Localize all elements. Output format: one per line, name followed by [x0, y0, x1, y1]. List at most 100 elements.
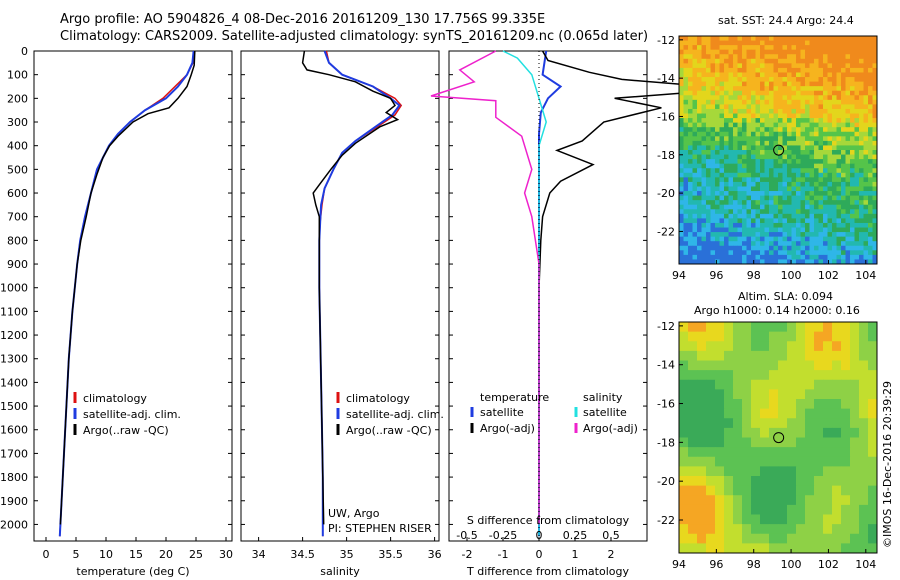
sst-cell	[751, 250, 756, 256]
sst-cell	[814, 150, 819, 155]
sst-cell	[782, 236, 788, 242]
sla-cell	[850, 524, 860, 535]
sst-cell	[782, 154, 788, 160]
sst-cell	[859, 172, 864, 178]
sst-cell	[764, 122, 770, 128]
sla-cell	[859, 524, 869, 535]
sla-cell	[697, 504, 707, 515]
sst-cell	[800, 108, 806, 114]
sst-cell	[688, 150, 693, 155]
sst-cell	[683, 163, 689, 169]
sst-cell	[706, 236, 711, 242]
sst-cell	[868, 113, 873, 119]
sst-cell	[724, 118, 729, 124]
sla-cell	[742, 408, 752, 419]
sst-cell	[854, 99, 860, 105]
sst-cell	[782, 67, 788, 73]
sst-cell	[742, 227, 747, 233]
sla-cell	[697, 543, 707, 554]
sst-cell	[737, 241, 743, 247]
sla-cell	[787, 543, 797, 554]
sla-cell	[823, 389, 833, 400]
diff-s-axis-label: S difference from climatology	[467, 514, 630, 527]
sla-cell	[859, 331, 869, 342]
sst-cell	[827, 245, 833, 251]
sst-cell	[805, 40, 810, 46]
sst-cell	[854, 131, 860, 137]
sla-cell	[706, 476, 716, 487]
sst-cell	[742, 172, 747, 178]
sst-cell	[719, 218, 725, 224]
sst-cell	[800, 72, 806, 78]
sst-cell	[863, 200, 869, 206]
sla-cell	[868, 399, 878, 410]
sst-cell	[796, 131, 801, 137]
sst-cell	[818, 104, 824, 110]
sla-cell	[769, 408, 779, 419]
sst-cell	[764, 163, 770, 169]
sla-cell	[688, 514, 698, 525]
sla-cell	[850, 322, 860, 333]
sst-cell	[791, 195, 797, 201]
sst-cell	[836, 200, 842, 206]
diff-series-temperature-satellite	[538, 50, 563, 537]
sst-cell	[692, 254, 698, 260]
sst-cell	[737, 108, 743, 114]
sst-cell	[872, 222, 878, 228]
sst-cell	[751, 99, 756, 105]
sla-cell	[823, 456, 833, 467]
sst-cell	[773, 72, 779, 78]
sst-cell	[845, 49, 851, 55]
sst-cell	[836, 154, 842, 160]
sst-cell	[814, 145, 819, 151]
sst-cell	[764, 254, 770, 260]
sst-cell	[692, 172, 698, 178]
sst-cell	[796, 227, 801, 233]
sla-cell	[733, 408, 743, 419]
sst-cell	[850, 200, 855, 206]
sst-cell	[773, 172, 779, 178]
sla-cell	[868, 370, 878, 381]
sst-cell	[764, 140, 770, 146]
sst-cell	[697, 136, 702, 142]
sst-cell	[782, 54, 788, 60]
temp-xtick-label: 25	[189, 548, 203, 561]
sst-cell	[683, 245, 689, 251]
sst-cell	[688, 131, 693, 137]
sst-cell	[809, 58, 815, 64]
sla-cell	[751, 427, 761, 438]
sla-cell	[832, 350, 842, 361]
sla-cell	[697, 447, 707, 458]
sst-cell	[773, 195, 779, 201]
sst-xtick-label: 100	[781, 269, 802, 282]
sst-cell	[778, 54, 783, 60]
sst-cell	[845, 63, 851, 69]
sst-cell	[845, 113, 851, 119]
sst-cell	[733, 67, 738, 73]
sst-cell	[769, 81, 774, 87]
sst-cell	[818, 259, 824, 265]
sla-cell	[760, 389, 770, 400]
sla-cell	[769, 533, 779, 544]
sst-cell	[827, 45, 833, 51]
sst-cell	[832, 67, 837, 73]
sst-cell	[769, 204, 774, 210]
sst-cell	[778, 150, 783, 155]
sst-cell	[751, 104, 756, 110]
sla-cell	[715, 533, 725, 544]
sst-cell	[854, 86, 860, 92]
sst-cell	[778, 163, 783, 169]
sla-cell	[823, 418, 833, 429]
sla-cell	[706, 456, 716, 467]
sla-cell	[724, 341, 734, 352]
sla-cell	[859, 322, 869, 333]
sst-cell	[697, 232, 702, 238]
sla-cell	[787, 350, 797, 361]
sst-cell	[724, 163, 729, 169]
sla-cell	[760, 533, 770, 544]
sst-cell	[814, 159, 819, 165]
sst-cell	[724, 136, 729, 142]
sst-cell	[814, 222, 819, 228]
sst-cell	[764, 172, 770, 178]
sla-cell	[778, 533, 788, 544]
